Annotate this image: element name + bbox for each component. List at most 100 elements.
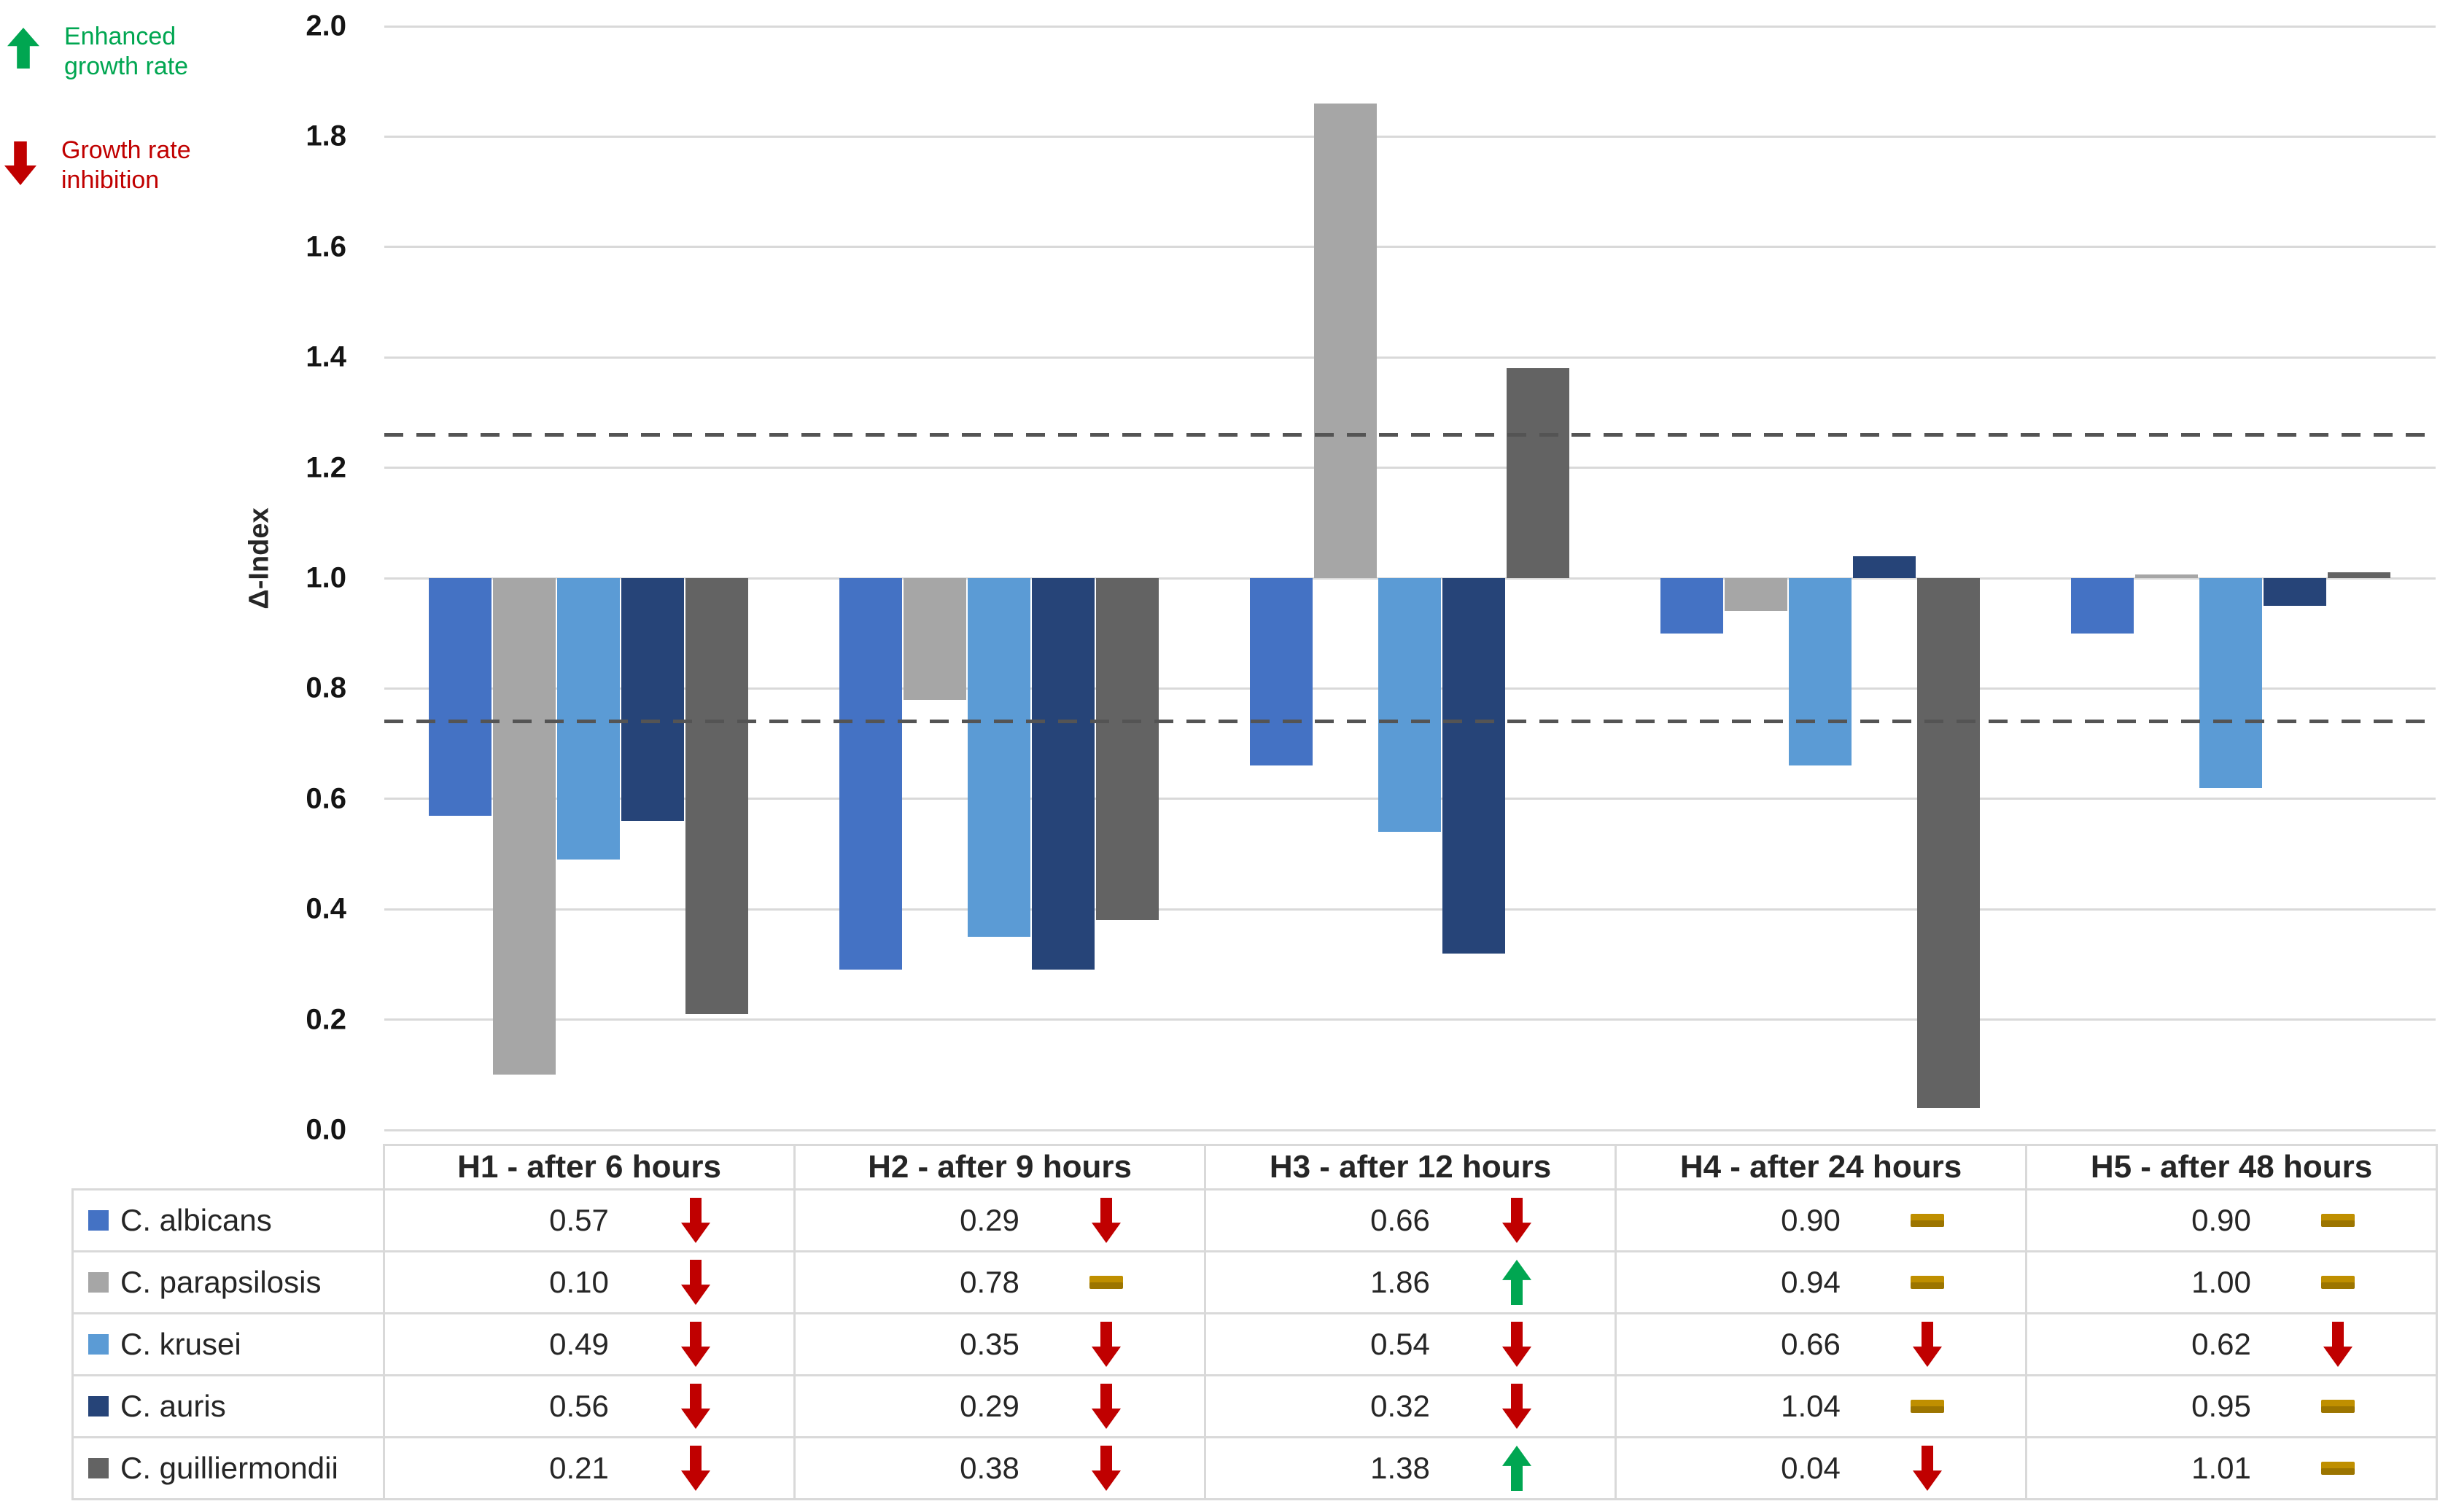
series-label-cell: C. albicans [71, 1188, 385, 1252]
gridline [384, 1018, 2436, 1021]
trend-down-icon [2323, 1322, 2352, 1367]
trend-down-icon [1501, 1384, 1531, 1429]
up-arrow-icon [7, 28, 39, 69]
legend-item-inhibition: Growth rate inhibition [4, 136, 191, 195]
bar-c-parapsilosis-h2 [903, 578, 966, 700]
delta-index-value: 0.62 [2191, 1327, 2251, 1361]
trend-up-icon [1501, 1446, 1531, 1491]
y-tick-label: 1.4 [306, 340, 346, 373]
series-name: C. guilliermondii [120, 1451, 338, 1485]
delta-index-value: 0.32 [1370, 1389, 1430, 1423]
legend-item-label: Enhanced growth rate [64, 23, 189, 80]
trend-down-icon [1501, 1198, 1531, 1243]
value-cell: 0.35 [793, 1312, 1206, 1376]
gridline [384, 135, 2436, 138]
delta-index-value: 0.49 [549, 1327, 609, 1361]
value-cell: 0.62 [2025, 1312, 2438, 1376]
y-tick-label: 1.0 [306, 561, 346, 594]
bar-c-guilliermondii-h3 [1506, 368, 1569, 578]
trend-neutral-icon [2320, 1462, 2355, 1475]
trend-down-icon [1091, 1384, 1121, 1429]
series-label-cell: C. krusei [71, 1312, 385, 1376]
trend-neutral-icon [2320, 1400, 2355, 1413]
bar-c-guilliermondii-h5 [2327, 572, 2390, 578]
bar-c-auris-h5 [2263, 578, 2326, 606]
series-swatch [88, 1210, 109, 1231]
gridline [384, 25, 2436, 28]
trend-down-icon [1091, 1446, 1121, 1491]
trend-down-icon [1912, 1446, 1942, 1491]
bar-c-albicans-h3 [1249, 578, 1313, 766]
delta-index-value: 0.90 [1781, 1203, 1841, 1237]
series-swatch [88, 1396, 109, 1416]
bar-c-albicans-h4 [1660, 578, 1723, 634]
trend-down-icon [680, 1446, 710, 1491]
value-cell: 0.49 [383, 1312, 796, 1376]
bar-c-krusei-h2 [967, 578, 1030, 938]
value-cell: 0.04 [1615, 1436, 2027, 1500]
trend-up-icon [1501, 1260, 1531, 1305]
delta-index-value: 0.35 [960, 1327, 1019, 1361]
delta-index-value: 1.86 [1370, 1265, 1430, 1299]
y-tick-label: 0.4 [306, 892, 346, 925]
trend-down-icon [680, 1198, 710, 1243]
delta-index-value: 0.21 [549, 1451, 609, 1485]
table-row: C. parapsilosis 0.10 0.78 1.86 0.94 1.00 [71, 1250, 2438, 1314]
trend-down-icon [680, 1322, 710, 1367]
delta-index-value: 0.90 [2191, 1203, 2251, 1237]
bar-c-albicans-h2 [839, 578, 902, 970]
bar-c-auris-h3 [1442, 578, 1505, 954]
series-label-cell: C. parapsilosis [71, 1250, 385, 1314]
delta-index-value: 1.38 [1370, 1451, 1430, 1485]
value-cell: 0.29 [793, 1374, 1206, 1438]
gridline [384, 246, 2436, 249]
trend-neutral-icon [1910, 1276, 1944, 1289]
value-cell: 0.10 [383, 1250, 796, 1314]
delta-index-value: 1.04 [1781, 1389, 1841, 1423]
y-tick-label: 0.6 [306, 782, 346, 815]
table-row: C. guilliermondii 0.21 0.38 1.38 0.04 1.01 [71, 1436, 2438, 1500]
bar-c-krusei-h5 [2199, 578, 2262, 788]
value-cell: 1.04 [1615, 1374, 2027, 1438]
gridline [384, 1129, 2436, 1131]
value-cell: 1.00 [2025, 1250, 2438, 1314]
delta-index-value: 0.04 [1781, 1451, 1841, 1485]
bar-c-auris-h4 [1852, 556, 1916, 578]
trend-down-icon [1912, 1322, 1942, 1367]
value-cell: 1.01 [2025, 1436, 2438, 1500]
series-name: C. krusei [120, 1327, 241, 1361]
series-label-cell: C. auris [71, 1374, 385, 1438]
series-swatch [88, 1272, 109, 1293]
trend-down-icon [680, 1384, 710, 1429]
y-tick-label: 1.8 [306, 120, 346, 152]
column-header: H2 - after 9 hours [793, 1144, 1206, 1190]
threshold-dashed-line [384, 432, 2436, 437]
legend-item-label: Growth rate inhibition [61, 136, 191, 194]
series-label-cell: C. guilliermondii [71, 1436, 385, 1500]
delta-index-value: 0.78 [960, 1265, 1019, 1299]
data-table: H1 - after 6 hours H2 - after 9 hours H3 -… [71, 1144, 2438, 1500]
bar-c-auris-h2 [1031, 578, 1095, 970]
y-tick-label: 0.8 [306, 671, 346, 704]
table-row: C. krusei 0.49 0.35 0.54 0.66 0.62 [71, 1312, 2438, 1376]
value-cell: 0.95 [2025, 1374, 2438, 1438]
delta-index-value: 0.29 [960, 1203, 1019, 1237]
value-cell: 0.54 [1204, 1312, 1617, 1376]
y-tick-label: 0.2 [306, 1003, 346, 1036]
delta-index-value: 0.95 [2191, 1389, 2251, 1423]
delta-index-value: 0.10 [549, 1265, 609, 1299]
column-header: H1 - after 6 hours [383, 1144, 796, 1190]
value-cell: 1.38 [1204, 1436, 1617, 1500]
bar-c-krusei-h3 [1378, 578, 1441, 833]
delta-index-value: 0.38 [960, 1451, 1019, 1485]
column-header: H5 - after 48 hours [2025, 1144, 2438, 1190]
value-cell: 0.29 [793, 1188, 1206, 1252]
threshold-dashed-line [384, 720, 2436, 724]
delta-index-value: 0.56 [549, 1389, 609, 1423]
column-header: H3 - after 12 hours [1204, 1144, 1617, 1190]
table-corner-cell [73, 1145, 384, 1190]
trend-neutral-icon [1910, 1400, 1944, 1413]
series-name: C. albicans [120, 1203, 272, 1237]
down-arrow-icon [4, 141, 36, 185]
